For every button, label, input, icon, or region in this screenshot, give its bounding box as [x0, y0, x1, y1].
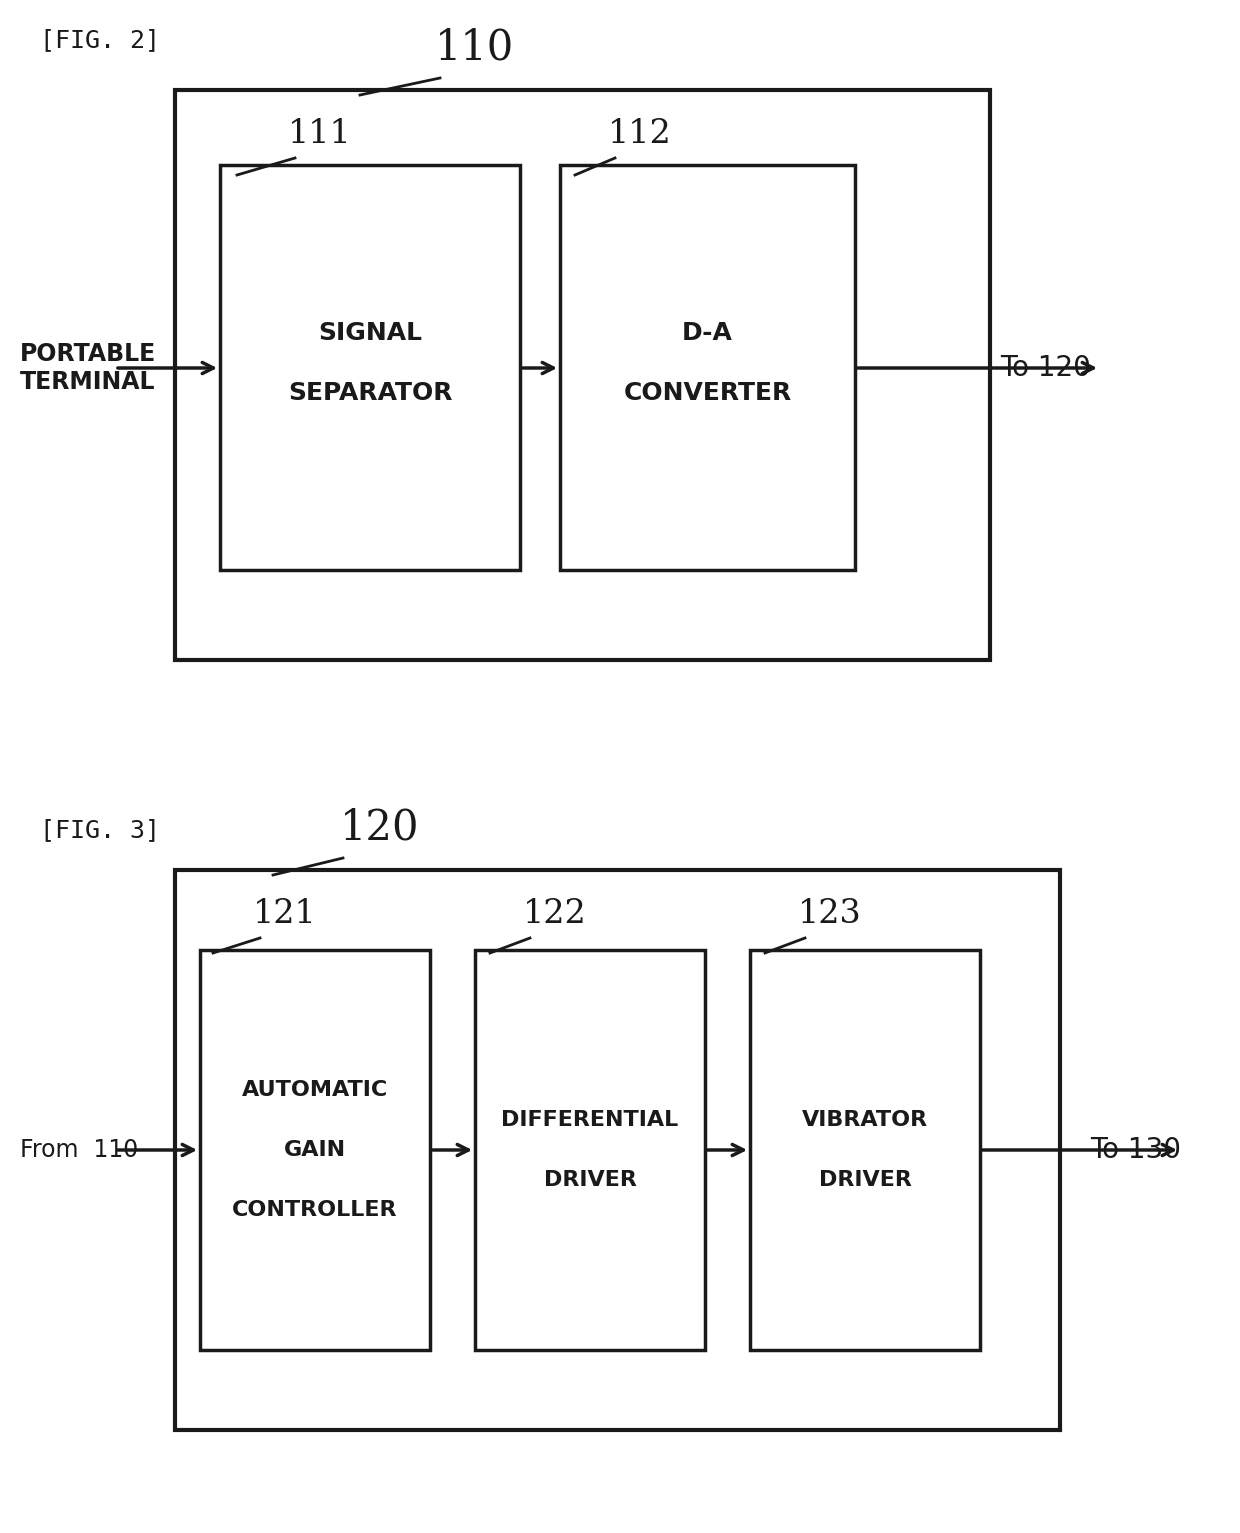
Text: CONTROLLER: CONTROLLER	[232, 1200, 398, 1220]
Text: DIFFERENTIAL: DIFFERENTIAL	[501, 1110, 678, 1130]
Text: CONVERTER: CONVERTER	[624, 380, 791, 405]
Bar	[750, 950, 980, 1351]
Text: SIGNAL: SIGNAL	[317, 320, 422, 345]
Text: AUTOMATIC: AUTOMATIC	[242, 1081, 388, 1101]
Text: 111: 111	[288, 118, 352, 150]
Text: From  110: From 110	[20, 1137, 138, 1162]
Bar	[175, 871, 1060, 1430]
Text: 120: 120	[340, 806, 420, 848]
Text: D-A: D-A	[682, 320, 733, 345]
Text: 121: 121	[253, 898, 317, 931]
Text: DRIVER: DRIVER	[818, 1170, 911, 1190]
Text: [FIG. 3]: [FIG. 3]	[40, 819, 160, 842]
Bar	[560, 166, 856, 570]
Text: To 130: To 130	[1090, 1136, 1180, 1164]
Text: GAIN: GAIN	[284, 1141, 346, 1160]
Text: [FIG. 2]: [FIG. 2]	[40, 28, 160, 52]
Text: 112: 112	[608, 118, 672, 150]
Text: PORTABLE
TERMINAL: PORTABLE TERMINAL	[20, 342, 156, 394]
Text: 122: 122	[523, 898, 587, 931]
Bar	[475, 950, 706, 1351]
Text: To 120: To 120	[999, 354, 1091, 382]
Bar	[200, 950, 430, 1351]
Bar	[219, 166, 520, 570]
Text: 123: 123	[799, 898, 862, 931]
Text: 110: 110	[435, 26, 515, 67]
Bar	[175, 90, 990, 661]
Text: DRIVER: DRIVER	[543, 1170, 636, 1190]
Text: SEPARATOR: SEPARATOR	[288, 380, 453, 405]
Text: VIBRATOR: VIBRATOR	[802, 1110, 928, 1130]
